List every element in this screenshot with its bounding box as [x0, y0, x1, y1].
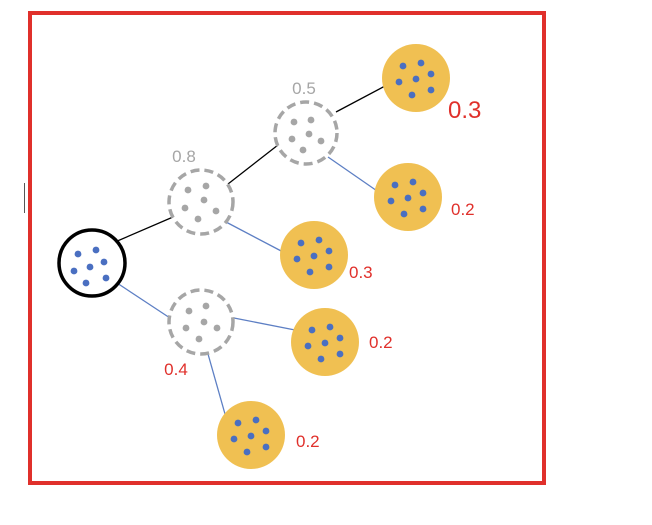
label-leaf-l4: 0.2: [369, 333, 393, 352]
label-leaf-l1: 0.3: [448, 97, 481, 124]
edge-n05-to-l1: [335, 85, 386, 113]
intermediate-node-04: [167, 288, 235, 356]
edges: [114, 85, 386, 415]
edge-n08-to-l3: [225, 221, 286, 254]
root-node: [57, 228, 127, 298]
edge-n05-to-l2: [327, 156, 381, 194]
edge-n04-to-l5: [207, 353, 226, 415]
intermediate-node-05: [273, 100, 339, 166]
root-dot: [70, 267, 78, 275]
leaf-node-l4: [291, 308, 359, 376]
edge-root-to-n08: [114, 213, 181, 243]
diagram-frame: [28, 11, 546, 485]
edge-n08-to-n05: [227, 144, 279, 185]
label-node-05: 0.5: [292, 79, 316, 98]
label-leaf-l2: 0.2: [451, 200, 475, 219]
leaf-node-l3: [280, 221, 348, 289]
leaf-node-l1: [382, 44, 450, 112]
leaf-node-l5: [217, 401, 285, 469]
text-cursor-marker: [24, 183, 25, 213]
root-dot: [74, 250, 82, 258]
label-leaf-l3: 0.3: [349, 263, 373, 282]
edge-n04-to-l4: [233, 317, 296, 331]
root-dot: [102, 274, 110, 282]
root-dot: [86, 263, 94, 271]
label-node-08: 0.8: [172, 147, 196, 166]
intermediate-node-08: [167, 168, 235, 236]
leaf-node-l2: [374, 163, 442, 231]
root-dot: [92, 246, 100, 254]
root-dot: [100, 258, 108, 266]
root-dot: [82, 279, 90, 287]
label-leaf-l5: 0.2: [296, 432, 320, 451]
edge-root-to-n04: [116, 282, 171, 319]
label-node-04: 0.4: [164, 360, 188, 379]
